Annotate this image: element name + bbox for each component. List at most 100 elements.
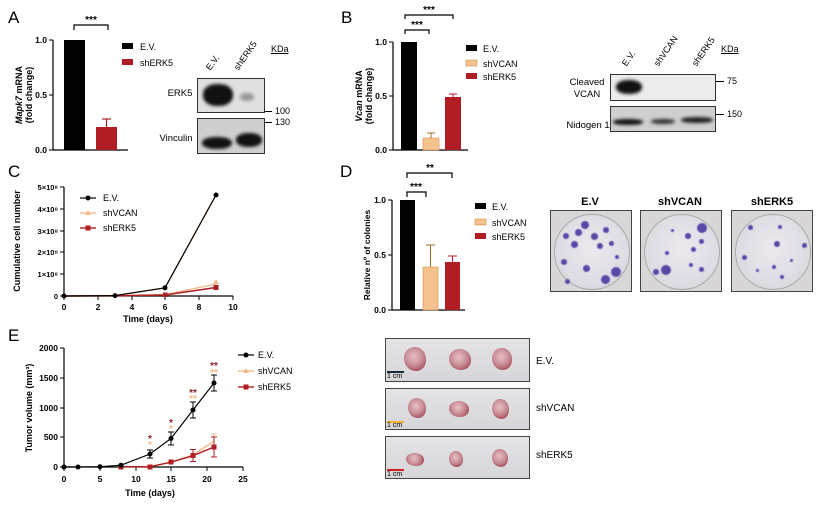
svg-text:Mapk7 mRNA: Mapk7 mRNA bbox=[14, 65, 24, 124]
tumor-image-shvcan: 1 cm bbox=[385, 388, 530, 430]
y-tick: 0.5 bbox=[35, 90, 47, 100]
svg-text:(fold change): (fold change) bbox=[24, 67, 34, 124]
svg-text:shERK5: shERK5 bbox=[483, 72, 516, 82]
colony-dish-shvcan bbox=[640, 210, 722, 292]
western-blot-vinculin bbox=[197, 118, 265, 154]
svg-text:Vcan mRNA: Vcan mRNA bbox=[354, 70, 364, 122]
svg-text:1.0: 1.0 bbox=[375, 37, 387, 47]
panel-b-letter: B bbox=[341, 8, 353, 27]
svg-text:0.5: 0.5 bbox=[375, 91, 387, 101]
mw-marker: 75 bbox=[716, 76, 737, 86]
svg-text:0: 0 bbox=[62, 474, 67, 484]
svg-text:10: 10 bbox=[228, 302, 238, 312]
svg-text:1000: 1000 bbox=[39, 403, 58, 413]
svg-text:shERK5: shERK5 bbox=[103, 223, 136, 233]
colony-image-title: shERK5 bbox=[750, 196, 794, 208]
svg-text:E.V.: E.V. bbox=[258, 350, 274, 360]
panel-b-bar-chart: 1.0 0.5 0.0 *** *** Vcan mRNA (fold chan… bbox=[354, 5, 518, 155]
mw-marker: 130 bbox=[264, 117, 290, 127]
svg-text:2000: 2000 bbox=[39, 343, 58, 353]
svg-text:(fold change): (fold change) bbox=[364, 68, 374, 125]
panel-a-letter: A bbox=[8, 8, 20, 27]
tumor-image-ev: 1 cm bbox=[385, 338, 530, 382]
svg-text:shERK5: shERK5 bbox=[492, 232, 525, 242]
svg-text:0.0: 0.0 bbox=[375, 145, 387, 155]
svg-text:shVCAN: shVCAN bbox=[258, 366, 293, 376]
svg-text:5×10⁸: 5×10⁸ bbox=[38, 183, 59, 192]
blot-row-label: ERK5 bbox=[167, 88, 193, 99]
tumor-image-sherk5: 1 cm bbox=[385, 436, 530, 479]
svg-text:10: 10 bbox=[131, 474, 141, 484]
scale-bar-label: 1 cm bbox=[387, 373, 403, 380]
panel-a-bar-chart: 1.0 0.5 0.0 *** Mapk7 mRNA (fold change)… bbox=[14, 15, 173, 155]
svg-text:1×10⁸: 1×10⁸ bbox=[38, 270, 59, 279]
svg-text:4: 4 bbox=[130, 302, 135, 312]
svg-text:15: 15 bbox=[166, 474, 176, 484]
svg-text:0.0: 0.0 bbox=[374, 305, 386, 315]
svg-text:**: ** bbox=[189, 388, 197, 399]
mw-marker: 100 bbox=[264, 106, 290, 116]
svg-text:1.0: 1.0 bbox=[374, 195, 386, 205]
panel-c-line-chart: 5×10⁸ 4×10⁸ 3×10⁸ 2×10⁸ 1×10⁸ 0 0 2 4 6 … bbox=[12, 183, 238, 324]
panel-d-letter: D bbox=[340, 162, 353, 181]
svg-text:6: 6 bbox=[163, 302, 168, 312]
svg-text:Time (days): Time (days) bbox=[123, 314, 173, 324]
svg-text:500: 500 bbox=[44, 432, 58, 442]
significance-stars: *** bbox=[411, 20, 423, 31]
svg-text:25: 25 bbox=[238, 474, 248, 484]
svg-text:shVCAN: shVCAN bbox=[492, 218, 527, 228]
blot-lane-label: E.V. bbox=[203, 53, 222, 72]
western-blot-nidogen bbox=[610, 106, 716, 132]
svg-text:*: * bbox=[169, 424, 173, 435]
panel-c-letter: C bbox=[8, 162, 21, 181]
svg-text:*: * bbox=[148, 434, 152, 445]
panel-e-line-chart: 2000 1500 1000 500 0 0 5 10 15 20 25 Tim… bbox=[24, 343, 293, 498]
mw-marker: 150 bbox=[716, 109, 742, 119]
scale-bar-label: 1 cm bbox=[387, 422, 403, 429]
blot-lane-label: E.V. bbox=[619, 49, 638, 68]
svg-text:0: 0 bbox=[53, 462, 58, 472]
y-tick: 1.0 bbox=[35, 35, 47, 45]
svg-text:2×10⁸: 2×10⁸ bbox=[38, 248, 59, 257]
svg-text:E.V.: E.V. bbox=[492, 202, 508, 212]
blot-lane-label: shVCAN bbox=[651, 33, 680, 68]
kda-label: KDa bbox=[271, 44, 289, 54]
svg-text:20: 20 bbox=[202, 474, 212, 484]
significance-stars: ** bbox=[426, 163, 434, 174]
svg-text:4×10⁸: 4×10⁸ bbox=[38, 205, 59, 214]
western-blot-cleaved-vcan bbox=[610, 74, 716, 101]
blot-row-label: Nidogen 1 bbox=[566, 120, 610, 131]
svg-text:8: 8 bbox=[197, 302, 202, 312]
svg-text:*: * bbox=[169, 418, 173, 429]
legend-label: E.V. bbox=[140, 42, 156, 52]
tumor-image-label: shVCAN bbox=[536, 403, 575, 414]
blot-row-label: Vinculin bbox=[159, 133, 193, 144]
colony-dish-ev bbox=[550, 210, 632, 292]
svg-text:*: * bbox=[148, 440, 152, 451]
svg-text:Time (days): Time (days) bbox=[125, 488, 175, 498]
tumor-image-label: shERK5 bbox=[536, 450, 573, 461]
svg-text:0: 0 bbox=[62, 302, 67, 312]
svg-text:0.5: 0.5 bbox=[374, 250, 386, 260]
svg-text:**: ** bbox=[189, 394, 197, 405]
svg-text:Tumor volume (mm³): Tumor volume (mm³) bbox=[24, 364, 34, 453]
svg-text:shERK5: shERK5 bbox=[258, 382, 291, 392]
significance-stars: *** bbox=[85, 15, 97, 26]
svg-text:1500: 1500 bbox=[39, 373, 58, 383]
svg-text:E.V.: E.V. bbox=[483, 44, 499, 54]
svg-text:shVCAN: shVCAN bbox=[103, 208, 138, 218]
svg-text:0: 0 bbox=[54, 292, 58, 301]
y-tick: 0.0 bbox=[35, 145, 47, 155]
svg-text:Relative nº of colonies: Relative nº of colonies bbox=[362, 209, 372, 300]
tumor-image-label: E.V. bbox=[536, 356, 554, 367]
significance-stars: *** bbox=[410, 182, 422, 193]
scale-bar-label: 1 cm bbox=[387, 471, 403, 478]
panel-e-letter: E bbox=[8, 326, 20, 345]
svg-text:**: ** bbox=[210, 368, 218, 379]
blot-row-label: Cleaved VCAN bbox=[569, 77, 605, 100]
svg-text:E.V.: E.V. bbox=[103, 193, 119, 203]
colony-image-title: shVCAN bbox=[657, 196, 702, 208]
svg-text:Cumulative cell number: Cumulative cell number bbox=[12, 190, 22, 292]
svg-text:2: 2 bbox=[96, 302, 101, 312]
svg-text:shVCAN: shVCAN bbox=[483, 59, 518, 69]
